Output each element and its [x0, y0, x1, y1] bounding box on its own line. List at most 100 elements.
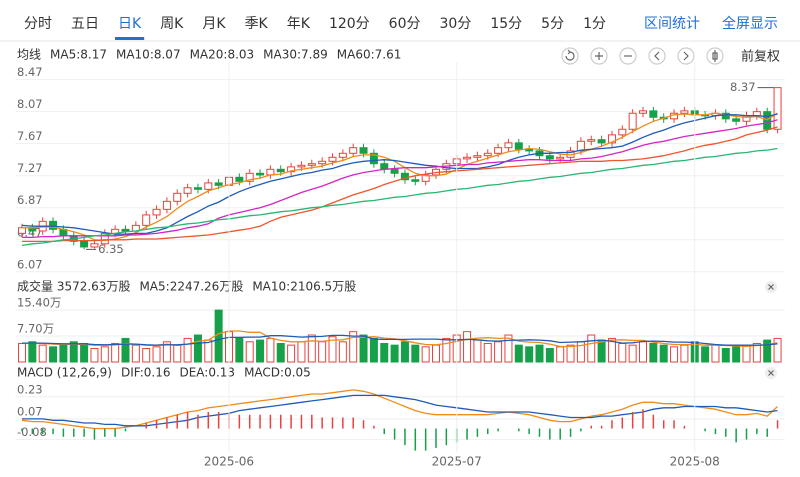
legend-item: MA30:7.89	[263, 48, 328, 62]
candle-body	[576, 140, 585, 152]
volume-bar	[597, 339, 606, 363]
volume-bar	[587, 334, 596, 363]
period-tab[interactable]: 月K	[202, 16, 226, 32]
period-tab[interactable]: 周K	[160, 16, 184, 32]
y-tick-label: 7.67	[17, 129, 43, 143]
macd-bar	[756, 428, 758, 435]
candle-button[interactable]	[706, 47, 724, 65]
period-tab[interactable]: 5分	[541, 16, 564, 32]
candle-body	[359, 147, 368, 154]
macd-bar	[331, 417, 334, 429]
volume-bar	[752, 342, 761, 363]
reset-button[interactable]	[561, 47, 579, 65]
y-tick-label: 0.07	[17, 404, 43, 418]
volume-bar	[680, 344, 689, 363]
macd-bar	[652, 414, 655, 429]
active-tab-underline	[115, 37, 145, 40]
volume-bar	[142, 348, 151, 363]
volume-bar	[607, 337, 616, 363]
macd-bar	[176, 414, 178, 429]
macd-bar	[207, 411, 210, 429]
candle-body	[214, 182, 223, 186]
period-tab[interactable]: 分时	[24, 16, 52, 32]
macd-bar	[321, 417, 323, 429]
candle-body	[721, 112, 730, 120]
period-tab[interactable]: 1分	[583, 16, 606, 32]
macd-bar	[290, 414, 292, 429]
period-tab[interactable]: 30分	[440, 16, 472, 32]
macd-bar	[83, 428, 85, 437]
macd-bar	[248, 414, 251, 429]
candle-body	[245, 172, 254, 182]
volume-bar	[763, 339, 772, 363]
zoom-out-button[interactable]	[619, 47, 637, 65]
volume-bar	[100, 346, 109, 363]
zoom-in-button[interactable]	[590, 47, 608, 65]
macd-bar	[342, 417, 344, 429]
period-tab[interactable]: 季K	[245, 16, 269, 32]
period-tab[interactable]: 年K	[287, 16, 311, 32]
volume-bar	[514, 344, 523, 363]
volume-bar	[711, 344, 720, 363]
legend-item: DEA:0.13	[179, 366, 235, 380]
close-volume[interactable]	[765, 281, 777, 293]
volume-bar	[380, 342, 389, 363]
candle-body	[328, 156, 337, 162]
macd-bar	[569, 428, 572, 437]
period-tab[interactable]: 15分	[490, 16, 522, 32]
volume-bar	[566, 344, 575, 363]
macd-bar	[124, 428, 127, 432]
candle-body	[297, 164, 306, 168]
volume-bar	[152, 346, 161, 363]
volume-bar	[69, 341, 78, 363]
candle-body	[142, 214, 151, 226]
candle-body	[504, 142, 513, 149]
macd-bar	[259, 414, 261, 429]
macd-bar	[497, 428, 499, 432]
next-button[interactable]	[677, 47, 695, 65]
period-tab[interactable]: 60分	[389, 16, 421, 32]
volume-bar	[235, 337, 244, 363]
legend-item: MA10:8.07	[116, 48, 181, 62]
macd-bar	[631, 411, 634, 429]
volume-bar	[28, 341, 37, 363]
toolbar-action[interactable]: 区间统计	[644, 16, 700, 32]
period-tab[interactable]: 五日	[71, 16, 99, 32]
candle-body	[732, 118, 741, 122]
candle-body	[121, 228, 130, 232]
macd-bar	[414, 428, 417, 451]
legend-item: MACD (12,26,9)	[17, 366, 112, 380]
y-tick-label: 15.40万	[17, 296, 61, 310]
volume-ma-line	[22, 334, 778, 346]
legend-item: MA5:8.17	[50, 48, 107, 62]
close-macd[interactable]	[765, 367, 777, 379]
volume-bar	[318, 341, 327, 363]
candle-body	[680, 110, 689, 114]
prev-button[interactable]	[648, 47, 666, 65]
volume-bar	[649, 342, 658, 363]
macd-bar	[352, 417, 354, 429]
period-tab[interactable]: 日K	[118, 16, 142, 32]
candle-body	[380, 163, 389, 170]
volume-bar	[183, 337, 192, 363]
volume-bar	[256, 339, 265, 363]
macd-bar	[373, 425, 375, 429]
toolbar-action[interactable]: 全屏显示	[722, 15, 778, 32]
macd-bar	[590, 425, 592, 429]
volume-bar	[369, 337, 378, 363]
adjust-mode[interactable]: 前复权	[741, 49, 780, 65]
period-tab[interactable]: 120分	[329, 16, 370, 32]
volume-bar	[307, 334, 316, 363]
macd-bar	[538, 428, 541, 437]
candle-body	[390, 168, 399, 174]
macd-bar	[217, 411, 220, 429]
low-marker: 6.35	[98, 242, 124, 256]
candle-body	[276, 168, 285, 173]
volume-bar	[442, 337, 451, 363]
volume-bar	[556, 346, 565, 363]
volume-bar	[618, 342, 627, 363]
x-tick-label: 2025-06	[204, 455, 254, 469]
volume-bar	[463, 331, 472, 363]
volume-bar	[266, 337, 275, 363]
volume-bar	[421, 346, 430, 363]
